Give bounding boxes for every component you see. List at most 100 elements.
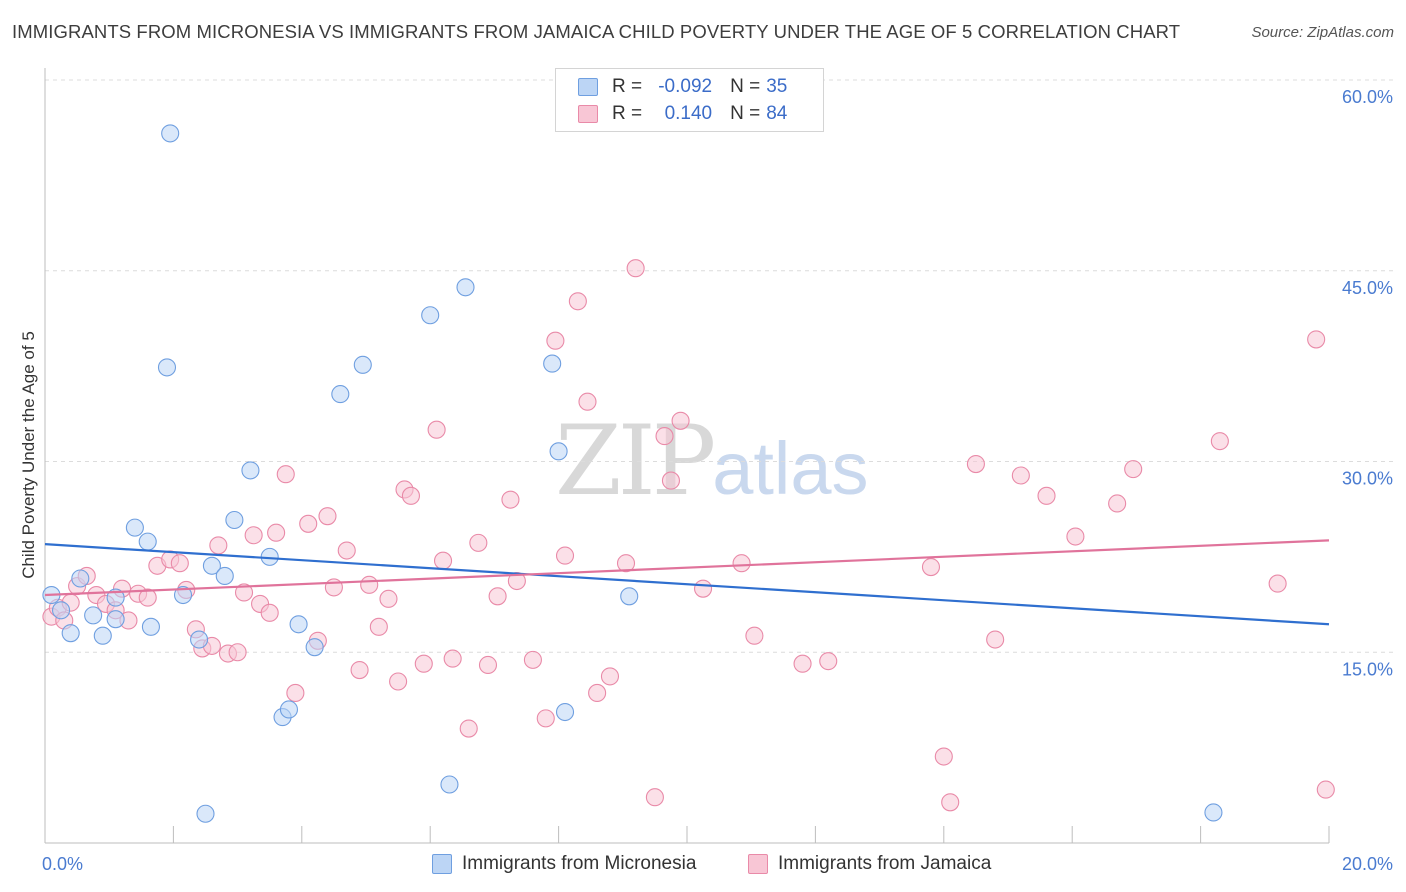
jamaica-point	[260, 603, 279, 622]
micronesia-point	[549, 442, 568, 461]
jamaica-point	[488, 587, 507, 606]
micronesia-point	[305, 638, 324, 657]
micronesia-point	[620, 587, 639, 606]
jamaica-point	[1268, 574, 1287, 593]
micronesia-point	[61, 624, 80, 643]
jamaica-point	[626, 259, 645, 278]
y-tick-label: 30.0%	[1342, 469, 1393, 489]
jamaica-point	[228, 643, 247, 662]
jamaica-point	[1037, 486, 1056, 505]
jamaica-point	[645, 788, 664, 807]
jamaica-point	[299, 514, 318, 533]
legend-n-label: N =	[730, 76, 761, 97]
micronesia-point	[353, 355, 372, 374]
jamaica-point	[209, 536, 228, 555]
jamaica-point	[443, 649, 462, 668]
micronesia-point	[225, 510, 244, 530]
jamaica-point	[793, 654, 812, 673]
jamaica-point	[732, 554, 751, 573]
jamaica-point	[459, 719, 478, 738]
jamaica-point	[1108, 494, 1127, 513]
jamaica-point	[337, 541, 356, 560]
micronesia-point	[51, 601, 71, 620]
jamaica-point	[360, 575, 379, 594]
jamaica-point	[433, 551, 453, 570]
jamaica-point	[469, 533, 488, 552]
jamaica-point	[501, 490, 520, 509]
micronesia-point	[202, 556, 221, 575]
jamaica-trend-line	[44, 539, 1330, 597]
micronesia-point	[71, 569, 90, 588]
watermark-atlas: atlas	[712, 427, 869, 510]
micronesia-point	[141, 617, 160, 636]
y-tick-label: 15.0%	[1342, 659, 1393, 679]
micronesia-point	[157, 358, 177, 377]
y-tick-label: 45.0%	[1342, 278, 1393, 298]
legend-n-value: 35	[766, 76, 788, 97]
jamaica-point	[286, 683, 305, 702]
jamaica-point	[1011, 466, 1030, 485]
micronesia-point	[106, 610, 125, 629]
jamaica-point	[1210, 432, 1229, 451]
jamaica-point	[934, 747, 953, 766]
jamaica-point	[986, 630, 1005, 649]
micronesia-swatch	[578, 78, 598, 96]
micronesia-point	[190, 630, 209, 649]
micronesia-point	[196, 804, 215, 823]
micronesia-point	[241, 461, 260, 480]
jamaica-point	[671, 411, 690, 430]
bottom-legend-jamaica: Immigrants from Jamaica	[748, 852, 991, 876]
micronesia-point	[289, 615, 308, 634]
jamaica-point	[941, 793, 960, 812]
chart-title: IMMIGRANTS FROM MICRONESIA VS IMMIGRANTS…	[12, 21, 1181, 42]
micronesia-point	[440, 775, 459, 794]
x-tick-label: 0.0%	[42, 854, 83, 874]
micronesia-point	[456, 278, 475, 297]
jamaica-point	[350, 661, 369, 680]
jamaica-point	[170, 554, 189, 573]
jamaica-point	[555, 546, 575, 565]
bottom-legend-micronesia: Immigrants from Micronesia	[432, 852, 696, 876]
jamaica-point	[536, 709, 555, 728]
micronesia-point	[138, 532, 157, 551]
jamaica-point	[819, 652, 838, 671]
jamaica-point	[523, 650, 542, 669]
jamaica-point	[389, 672, 408, 691]
jamaica-point	[693, 579, 713, 598]
micronesia-legend-label: Immigrants from Micronesia	[462, 853, 697, 874]
legend-r-label: R =	[612, 76, 643, 97]
correlation-legend: R = -0.092 N = 35 R = 0.140 N = 84	[555, 68, 824, 132]
axes	[44, 68, 1330, 844]
jamaica-point	[1066, 527, 1085, 546]
micronesia-legend-swatch	[432, 854, 452, 874]
legend-row-micronesia: R = -0.092 N = 35	[578, 74, 787, 100]
legend-r-label: R =	[612, 103, 643, 124]
jamaica-legend-label: Immigrants from Jamaica	[778, 853, 992, 874]
legend-row-jamaica: R = 0.140 N = 84	[578, 101, 787, 127]
jamaica-point	[234, 583, 254, 602]
micronesia-trend-line	[44, 543, 1330, 626]
jamaica-point	[244, 526, 263, 545]
micronesia-point	[331, 385, 350, 404]
micronesia-point	[555, 702, 575, 722]
micronesia-point	[84, 606, 103, 625]
jamaica-point	[401, 486, 420, 505]
jamaica-legend-swatch	[748, 854, 768, 874]
jamaica-point	[1124, 460, 1143, 479]
chart-source: Source: ZipAtlas.com	[1251, 24, 1394, 41]
jamaica-point	[379, 589, 398, 608]
jamaica-point	[661, 471, 681, 490]
micronesia-point	[543, 354, 562, 373]
jamaica-point	[655, 427, 674, 446]
jamaica-point	[414, 654, 433, 673]
legend-r-value: -0.092	[658, 76, 713, 97]
micronesia-point	[279, 700, 299, 719]
jamaica-point	[578, 392, 597, 411]
micronesia-point	[173, 585, 193, 605]
jamaica-swatch	[578, 105, 598, 123]
legend-n-value: 84	[766, 103, 788, 124]
jamaica-point	[138, 588, 157, 607]
jamaica-point	[600, 667, 620, 686]
jamaica-point	[966, 454, 985, 474]
